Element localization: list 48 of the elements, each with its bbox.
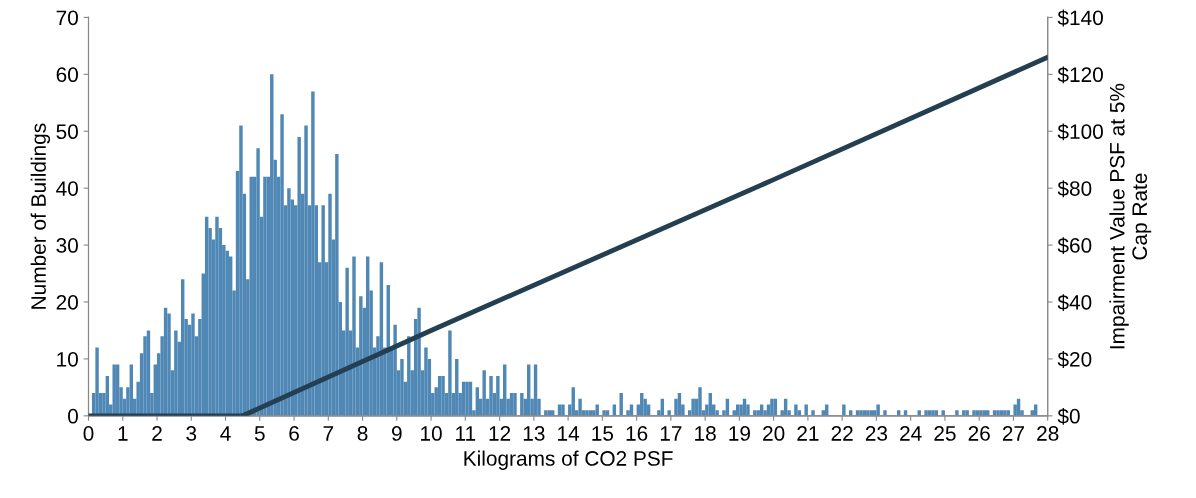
- x-tick-label: 19: [729, 426, 750, 441]
- y-tick-label: 50: [56, 124, 78, 140]
- x-tick-label: 18: [695, 426, 716, 441]
- x-tick-label: 13: [523, 426, 545, 441]
- x-tick-label: 28: [1037, 426, 1059, 441]
- x-tick-label: 24: [900, 426, 922, 441]
- y2-tick-label: $120: [1057, 66, 1103, 84]
- y2-tick-label: $40: [1057, 294, 1092, 311]
- y2-tick-label: $60: [1057, 237, 1092, 255]
- x-axis-title: Kilograms of CO2 PSF: [464, 450, 673, 470]
- y-tick-label: 30: [56, 238, 78, 253]
- x-tick-label: 3: [186, 426, 197, 441]
- x-tick-label: 20: [763, 426, 785, 441]
- x-tick-label: 0: [83, 426, 94, 441]
- y2-axis-title: Impairment Value PSF at 5% Cap Rate: [1109, 83, 1152, 349]
- x-tick-label: 23: [865, 426, 888, 441]
- y-tick-label: 60: [56, 67, 78, 83]
- y-tick-label: 20: [56, 295, 78, 310]
- x-tick-label: 5: [254, 426, 265, 441]
- x-tick-label: 6: [289, 426, 299, 441]
- x-tick-label: 2: [152, 426, 162, 441]
- x-tick-label: 10: [421, 426, 442, 441]
- x-tick-label: 4: [220, 426, 231, 441]
- y-tick-label: 70: [56, 10, 78, 26]
- x-tick-label: 7: [323, 426, 334, 441]
- x-tick-label: 1: [118, 426, 128, 441]
- x-tick-label: 17: [660, 426, 682, 441]
- x-tick-label: 16: [626, 426, 648, 441]
- y-tick-label: 0: [68, 408, 78, 424]
- y2-tick-label: $20: [1057, 351, 1092, 368]
- x-tick-label: 21: [797, 426, 819, 441]
- x-tick-label: 8: [357, 426, 368, 441]
- y-tick-label: 10: [57, 351, 78, 367]
- y2-tick-label: $0: [1057, 407, 1080, 425]
- x-tick-label: 22: [831, 426, 853, 441]
- y-tick-label: 40: [56, 181, 78, 196]
- y2-tick-label: $80: [1057, 180, 1092, 198]
- x-tick-label: 9: [392, 426, 402, 441]
- x-tick-label: 25: [934, 426, 956, 441]
- y2-tick-label: $140: [1057, 9, 1103, 27]
- x-tick-label: 27: [1002, 426, 1024, 441]
- y-axis-title: Number of Buildings: [30, 123, 51, 309]
- x-tick-label: 11: [456, 426, 476, 441]
- x-tick-label: 14: [558, 426, 580, 441]
- y2-tick-label: $100: [1057, 123, 1103, 141]
- x-tick-label: 12: [489, 426, 511, 441]
- x-tick-label: 15: [592, 426, 614, 441]
- x-tick-label: 26: [968, 426, 990, 441]
